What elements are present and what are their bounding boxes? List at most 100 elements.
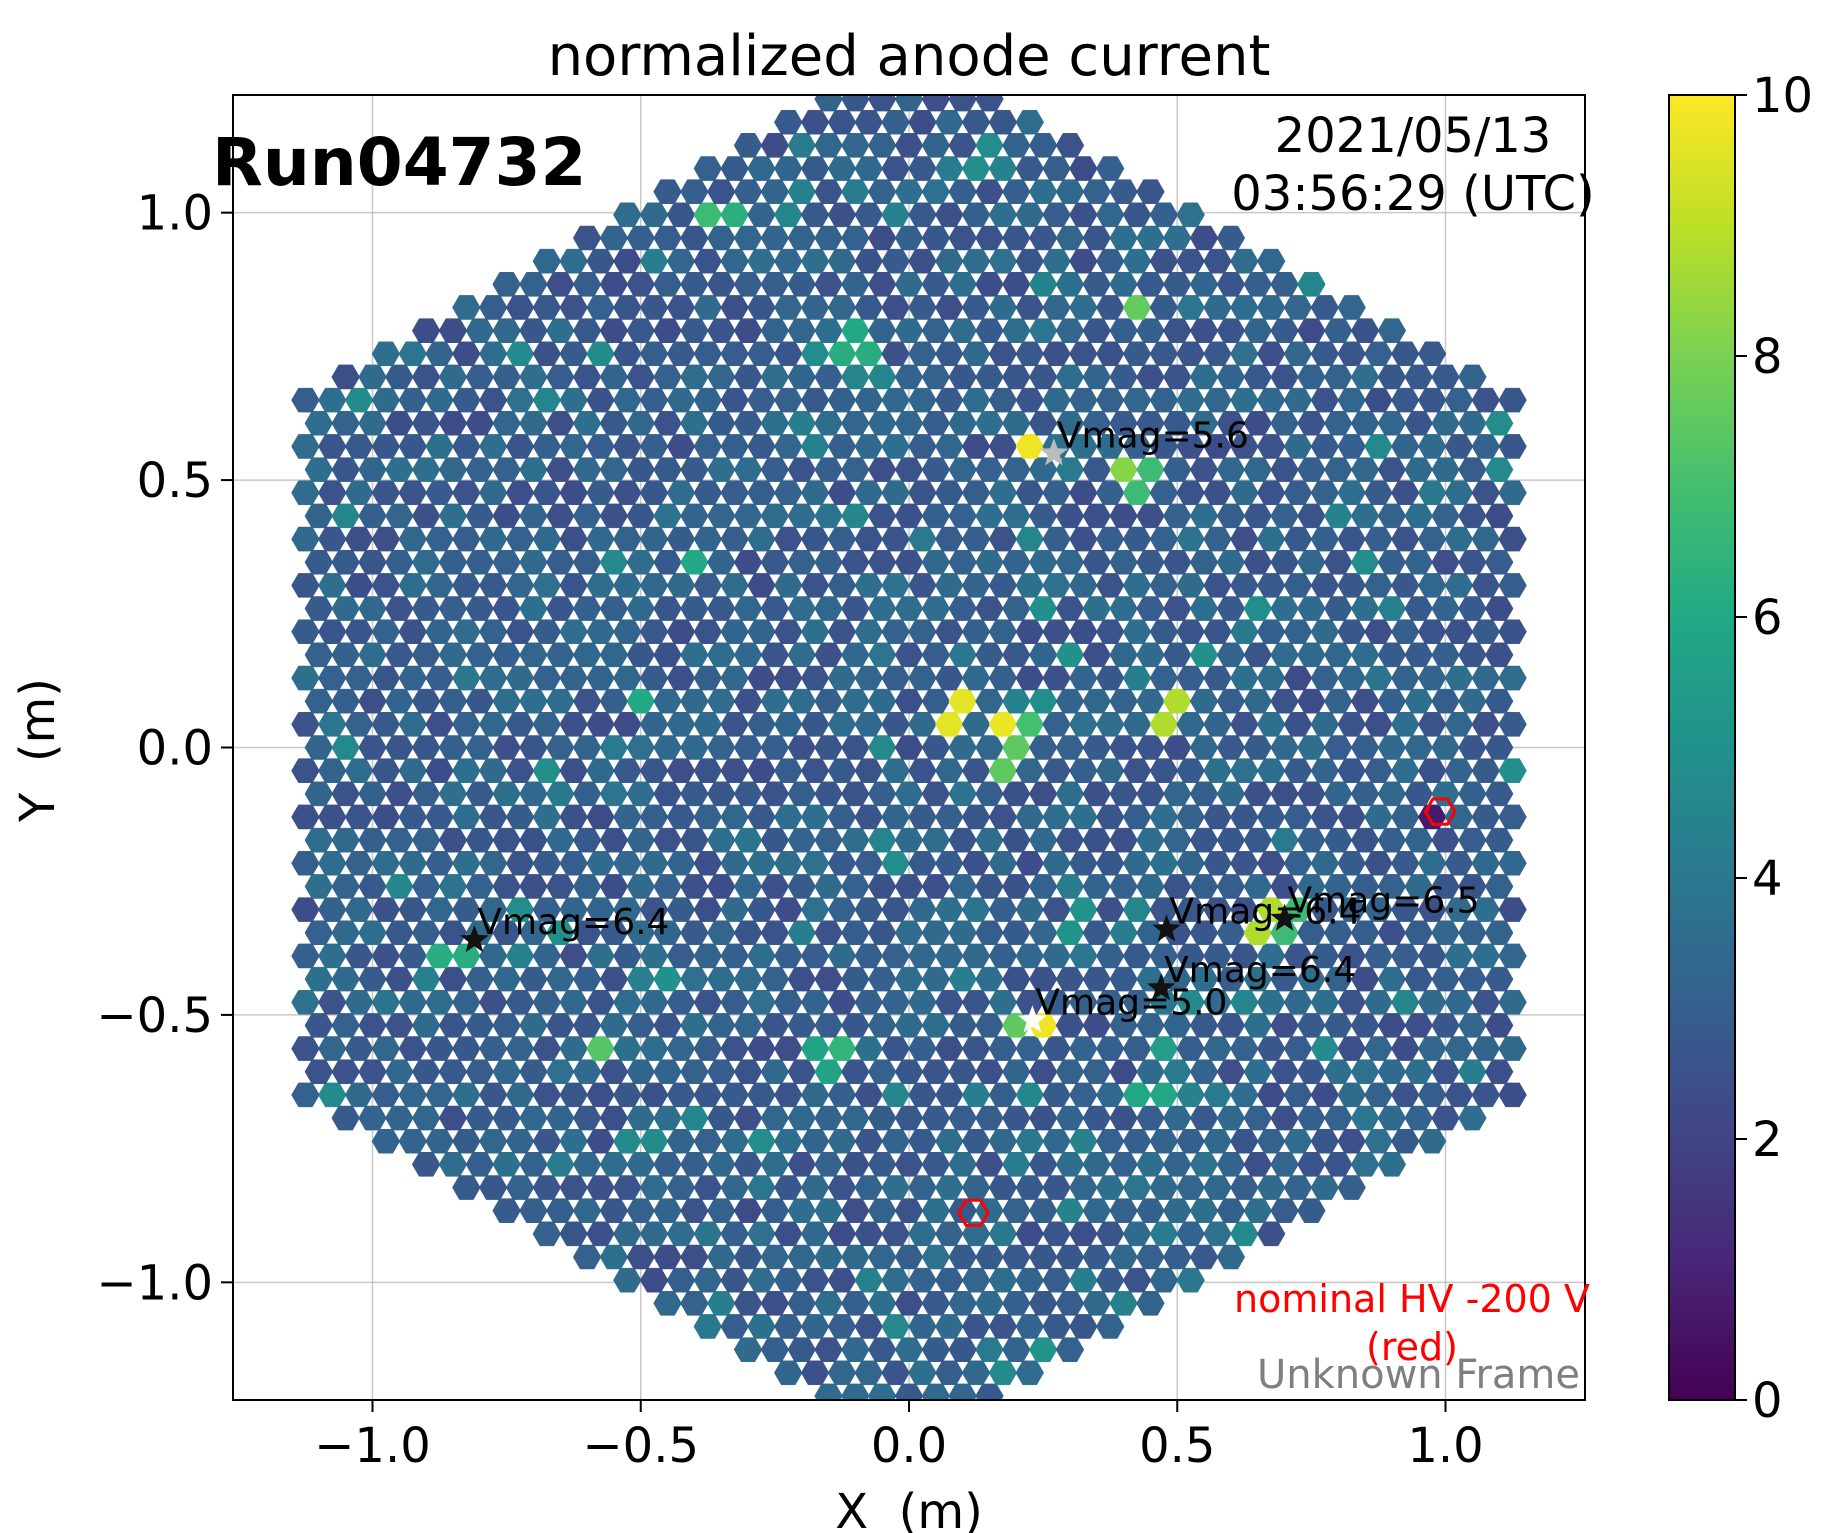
camera-pixel [921,95,951,112]
camera-pixel [1498,526,1527,552]
y-tick-label: 0.0 [137,721,213,777]
camera-pixel [693,156,722,181]
camera-pixel [1310,295,1339,320]
camera-pixel [948,95,977,112]
colorbar-tick-label: 6 [1752,590,1783,646]
camera-pixel [371,341,401,367]
camera-pixel [291,387,320,413]
camera-pixel [331,364,360,390]
camera-pixel [1498,387,1527,413]
time-label: 03:56:29 (UTC) [1231,166,1594,222]
camera-pixel [1498,1036,1527,1061]
camera-pixel [1189,225,1219,251]
camera-pixel [1498,480,1527,506]
x-tick-label: 0.5 [1139,1418,1215,1474]
camera-pixel [1498,619,1527,644]
star-label: Vmag=5.6 [1057,415,1249,456]
camera-pixel [1149,202,1179,228]
camera-pixel [1498,989,1527,1015]
date-label: 2021/05/13 [1275,108,1552,164]
hv-note-line1: nominal HV -200 V [1234,1277,1590,1321]
camera-pixel [1498,434,1527,459]
frame-label: Unknown Frame [1257,1352,1580,1398]
camera-pixel [1498,897,1527,922]
x-tick-label: 0.0 [871,1418,947,1474]
y-axis-ticks: 1.0 0.5 0.0 −0.5 −1.0 [96,186,233,1311]
camera-pixel [1498,712,1527,737]
star-label: Vmag=6.4 [1164,950,1356,991]
star-label: Vmag=6.5 [1288,881,1480,922]
camera-pixel [1109,179,1138,204]
chart-title: normalized anode current [548,24,1271,89]
camera-pixel [572,225,602,251]
camera-pixel [867,95,897,112]
x-tick-label: −0.5 [582,1418,699,1474]
colorbar-tick-label: 8 [1752,329,1783,385]
hv-note-line2: (red) [1366,1325,1458,1369]
star-marker [1146,973,1176,1001]
camera-pixel [1069,156,1098,181]
camera-pixel [411,318,441,343]
camera-pixel [1377,318,1407,343]
camera-pixel [1471,387,1500,413]
y-axis-label: Y (m) [10,678,66,823]
camera-pixel [1096,156,1125,181]
colorbar-ticks: 0 2 4 6 8 10 [1735,68,1813,1429]
star-marker [1018,1005,1047,1033]
camera-pixel [1216,225,1246,251]
camera-pixel [1256,248,1286,274]
camera-pixel [1498,758,1527,783]
x-axis-ticks: −1.0 −0.5 0.0 0.5 1.0 [314,1400,1484,1474]
camera-pixel [532,248,562,274]
x-tick-label: 1.0 [1407,1418,1483,1474]
camera-pixel [814,95,843,112]
camera-pixel [452,295,481,320]
camera-pixel [1431,364,1460,390]
colorbar-tick-label: 10 [1752,68,1813,124]
camera-pixel [1498,1082,1527,1108]
y-tick-label: −1.0 [96,1255,213,1311]
camera-pixel [1498,665,1527,691]
camera-pixel [894,95,924,112]
camera-pixel [1498,851,1527,876]
camera-pixel [1028,133,1058,158]
camera-pixel [1391,341,1420,367]
camera-pixel [1498,943,1527,969]
camera-pixel [1498,573,1527,598]
camera-pixel [492,272,521,297]
y-tick-label: 1.0 [137,186,213,242]
camera-pixel [975,95,1004,112]
camera-pixel [1230,248,1259,274]
camera-pixels [291,95,1527,1400]
camera-pixel [1136,179,1165,204]
y-tick-label: 0.5 [137,453,213,509]
low-hv-pixel-markers [956,797,1457,1227]
colorbar-tick-label: 0 [1752,1373,1783,1429]
star-label: Vmag=6.4 [477,902,669,943]
camera-pixel [653,179,682,204]
star-marker [1039,438,1069,466]
camera-pixel [1270,272,1299,297]
camera-pixel [841,95,870,112]
camera-pixel [1297,272,1326,297]
colorbar-tick-label: 2 [1752,1112,1783,1168]
camera-pixel [613,202,642,228]
x-tick-label: −1.0 [314,1418,431,1474]
camera-pixel [1015,109,1044,135]
camera-pixel [733,133,763,158]
star-label: Vmag=6.4 [1170,891,1362,932]
colorbar-tick-label: 4 [1752,851,1783,907]
star-marker [1152,914,1181,942]
camera-pixel [1458,364,1487,390]
colorbar [1668,94,1736,1401]
camera-pixel [774,109,803,135]
low-hv-ring [1423,797,1457,826]
camera-pixel [1498,804,1527,830]
star-marker [1270,903,1299,931]
star-marker [460,925,489,953]
camera-pixel [1417,341,1447,367]
camera-pixel [1350,318,1380,343]
x-axis-label: X (m) [835,1484,983,1533]
y-tick-label: −0.5 [96,988,213,1044]
